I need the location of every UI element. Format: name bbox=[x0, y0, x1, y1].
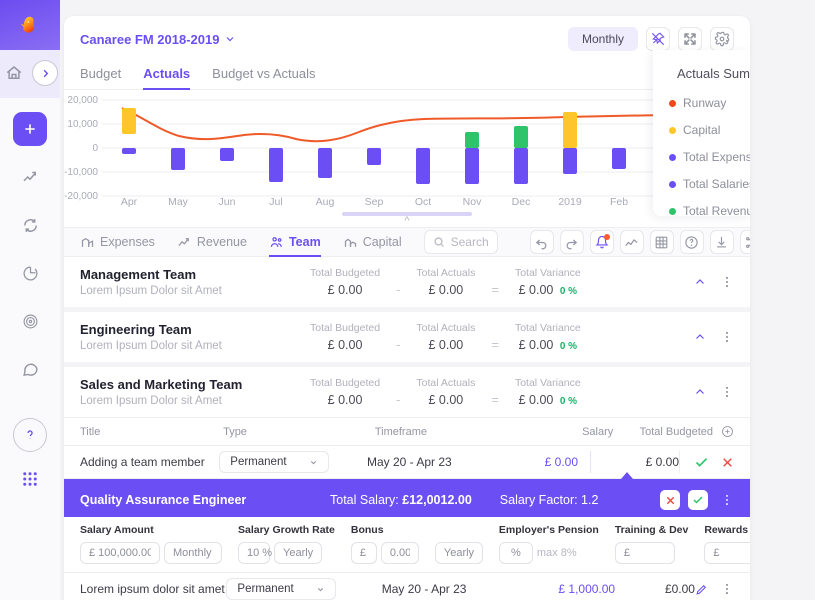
svg-text:May: May bbox=[168, 196, 189, 208]
svg-text:Feb: Feb bbox=[610, 196, 628, 208]
svg-text:10,000: 10,000 bbox=[67, 119, 98, 130]
svg-text:Jun: Jun bbox=[219, 196, 236, 208]
svg-text:20,000: 20,000 bbox=[67, 95, 98, 106]
svg-text:Sep: Sep bbox=[365, 196, 384, 208]
svg-text:Jul: Jul bbox=[269, 196, 282, 208]
svg-text:-20,000: -20,000 bbox=[64, 191, 98, 202]
svg-text:2019: 2019 bbox=[558, 196, 582, 208]
svg-text:Aug: Aug bbox=[316, 196, 335, 208]
svg-text:Dec: Dec bbox=[512, 196, 531, 208]
svg-text:Nov: Nov bbox=[463, 196, 482, 208]
svg-text:Apr: Apr bbox=[121, 196, 138, 208]
svg-text:Oct: Oct bbox=[415, 196, 431, 208]
svg-text:-10,000: -10,000 bbox=[64, 167, 98, 178]
svg-text:0: 0 bbox=[92, 143, 98, 154]
